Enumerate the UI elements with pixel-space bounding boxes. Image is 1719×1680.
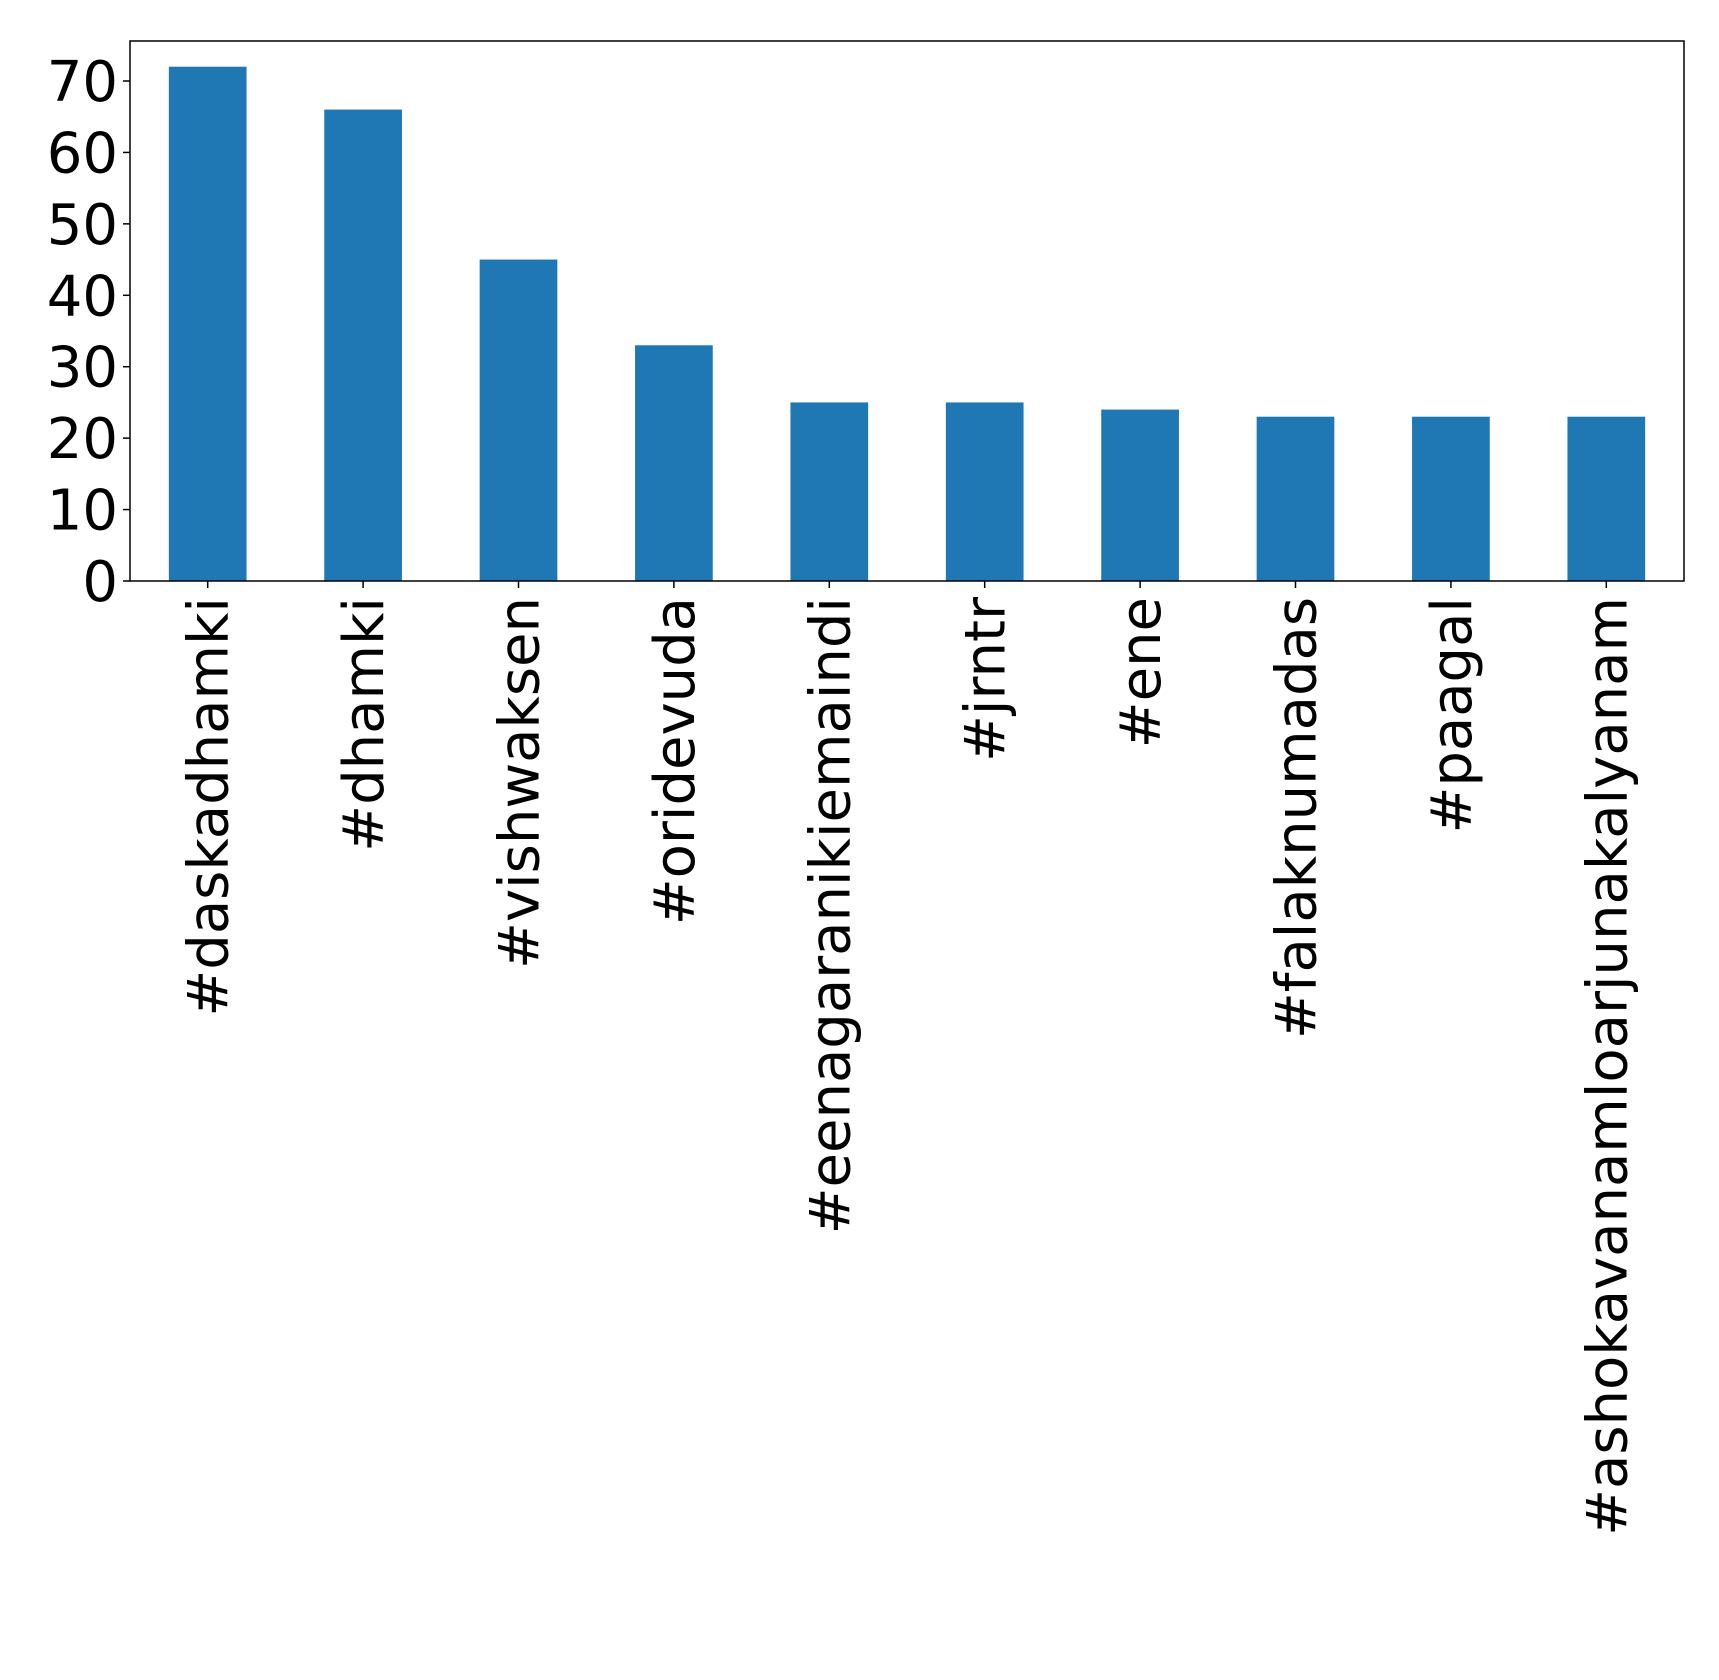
bars xyxy=(168,66,1646,582)
x-tick-label: #dhamki xyxy=(332,597,397,852)
bar-dhamki xyxy=(324,109,402,582)
bar-paagal xyxy=(1412,416,1490,581)
bar-daskadhamki xyxy=(168,66,247,581)
y-tick-label: 50 xyxy=(47,193,118,258)
bar-eenagaranikiemaindi xyxy=(790,402,869,581)
y-tick-label: 30 xyxy=(47,336,118,401)
x-tick-label: #falaknumadas xyxy=(1265,597,1330,1039)
x-tick-label: #oridevuda xyxy=(643,597,708,925)
y-tick-label: 0 xyxy=(82,550,118,615)
x-tick-label: #eenagaranikiemaindi xyxy=(798,597,863,1234)
y-tick-label: 10 xyxy=(47,479,118,544)
bar-ashokavanamloarjunakalyanam xyxy=(1567,416,1646,581)
bar-falaknumadas xyxy=(1256,416,1335,581)
x-tick-label: #ashokavanamloarjunakalyanam xyxy=(1575,597,1640,1536)
y-tick-label: 40 xyxy=(47,264,118,329)
y-tick-label: 70 xyxy=(47,50,118,115)
x-axis: #daskadhamki #dhamki #vishwaksen #oridevuda… xyxy=(177,581,1640,1536)
x-tick-label: #paagal xyxy=(1420,597,1485,834)
y-tick-label: 20 xyxy=(47,407,118,472)
x-tick-label: #vishwaksen xyxy=(488,597,553,969)
x-tick-label: #ene xyxy=(1109,597,1174,748)
bar-ene xyxy=(1101,409,1179,581)
x-tick-label: #jrntr xyxy=(954,596,1019,762)
x-tick-label: #daskadhamki xyxy=(177,597,242,1017)
bar-jrntr xyxy=(945,402,1024,581)
bar-vishwaksen xyxy=(479,259,558,581)
bar-oridevuda xyxy=(635,345,713,581)
plot-area-frame xyxy=(129,40,1685,582)
y-tick-label: 60 xyxy=(47,121,118,186)
